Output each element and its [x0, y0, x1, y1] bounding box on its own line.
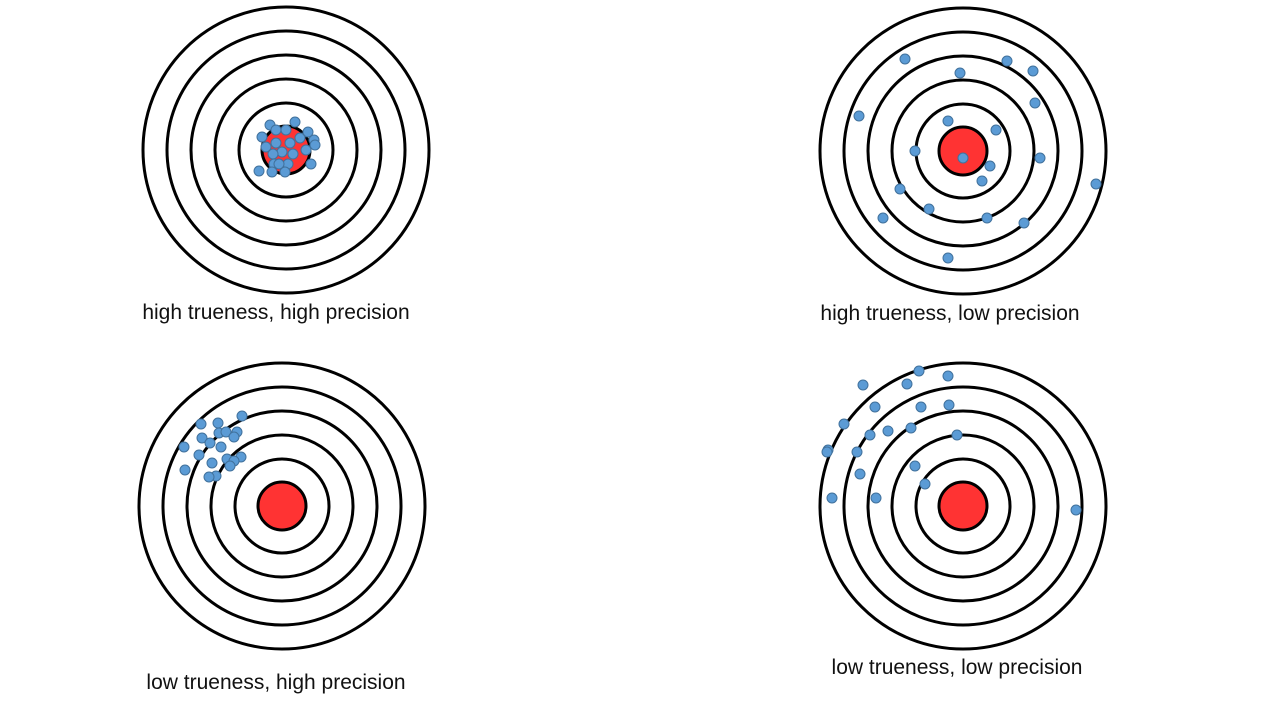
shot-point — [919, 478, 931, 490]
shot-point — [901, 378, 913, 390]
shot-point — [838, 418, 850, 430]
shot-point — [894, 183, 906, 195]
shot-point — [857, 379, 869, 391]
shot-point — [821, 446, 833, 458]
shot-point — [981, 212, 993, 224]
shot-point — [1034, 152, 1046, 164]
shot-point — [826, 492, 838, 504]
shot-point — [915, 401, 927, 413]
shot-point — [990, 124, 1002, 136]
shot-point — [942, 115, 954, 127]
shot-point — [1027, 65, 1039, 77]
shot-point — [1070, 504, 1082, 516]
shot-point — [851, 446, 863, 458]
target-low-trueness-high-precision — [137, 361, 427, 651]
shot-point — [899, 53, 911, 65]
shot-point — [212, 417, 224, 429]
shot-point — [256, 131, 268, 143]
caption-low-trueness-high-precision: low trueness, high precision — [146, 671, 406, 694]
caption-high-trueness-low-precision: high trueness, low precision — [820, 302, 1080, 325]
target-high-trueness-low-precision — [818, 6, 1108, 296]
caption-low-trueness-low-precision: low trueness, low precision — [831, 656, 1083, 679]
target-high-trueness-high-precision — [141, 5, 431, 295]
shot-point — [195, 418, 207, 430]
shot-point — [954, 67, 966, 79]
shot-point — [913, 365, 925, 377]
shot-point — [267, 148, 279, 160]
shot-point — [942, 252, 954, 264]
bullseye — [937, 480, 989, 532]
shot-point — [276, 146, 288, 158]
bullseye — [256, 480, 308, 532]
shot-point — [984, 160, 996, 172]
shot-point — [976, 175, 988, 187]
shot-point — [1029, 97, 1041, 109]
shot-point — [236, 410, 248, 422]
shot-point — [220, 426, 232, 438]
shot-point — [270, 137, 282, 149]
shot-point — [923, 203, 935, 215]
shot-point — [178, 441, 190, 453]
shot-point — [957, 152, 969, 164]
shot-point — [1001, 55, 1013, 67]
shot-point — [280, 124, 292, 136]
bullseye — [937, 125, 989, 177]
shot-point — [854, 468, 866, 480]
shot-point — [853, 110, 865, 122]
shot-point — [204, 437, 216, 449]
target-low-trueness-low-precision — [818, 361, 1108, 651]
shot-point — [273, 158, 285, 170]
shot-point — [253, 165, 265, 177]
shot-point — [909, 460, 921, 472]
shot-point — [943, 399, 955, 411]
shot-point — [224, 460, 236, 472]
shot-point — [203, 471, 215, 483]
shot-point — [206, 457, 218, 469]
shot-point — [266, 166, 278, 178]
shot-point — [309, 139, 321, 151]
shot-point — [870, 492, 882, 504]
shot-point — [179, 464, 191, 476]
shot-point — [215, 441, 227, 453]
shot-point — [289, 116, 301, 128]
shot-point — [260, 141, 272, 153]
shot-point — [284, 137, 296, 149]
shot-point — [279, 166, 291, 178]
shot-point — [270, 124, 282, 136]
shot-point — [1018, 217, 1030, 229]
shot-point — [287, 148, 299, 160]
shot-point — [294, 132, 306, 144]
shot-point — [869, 401, 881, 413]
shot-point — [905, 422, 917, 434]
caption-high-trueness-high-precision: high trueness, high precision — [142, 301, 410, 324]
shot-point — [1090, 178, 1102, 190]
shot-point — [300, 144, 312, 156]
shot-point — [305, 158, 317, 170]
shot-point — [951, 429, 963, 441]
shot-point — [882, 425, 894, 437]
shot-point — [228, 431, 240, 443]
shot-point — [864, 429, 876, 441]
shot-point — [909, 145, 921, 157]
shot-point — [302, 126, 314, 138]
shot-point — [942, 370, 954, 382]
shot-point — [877, 212, 889, 224]
shot-point — [193, 449, 205, 461]
shot-point — [196, 432, 208, 444]
